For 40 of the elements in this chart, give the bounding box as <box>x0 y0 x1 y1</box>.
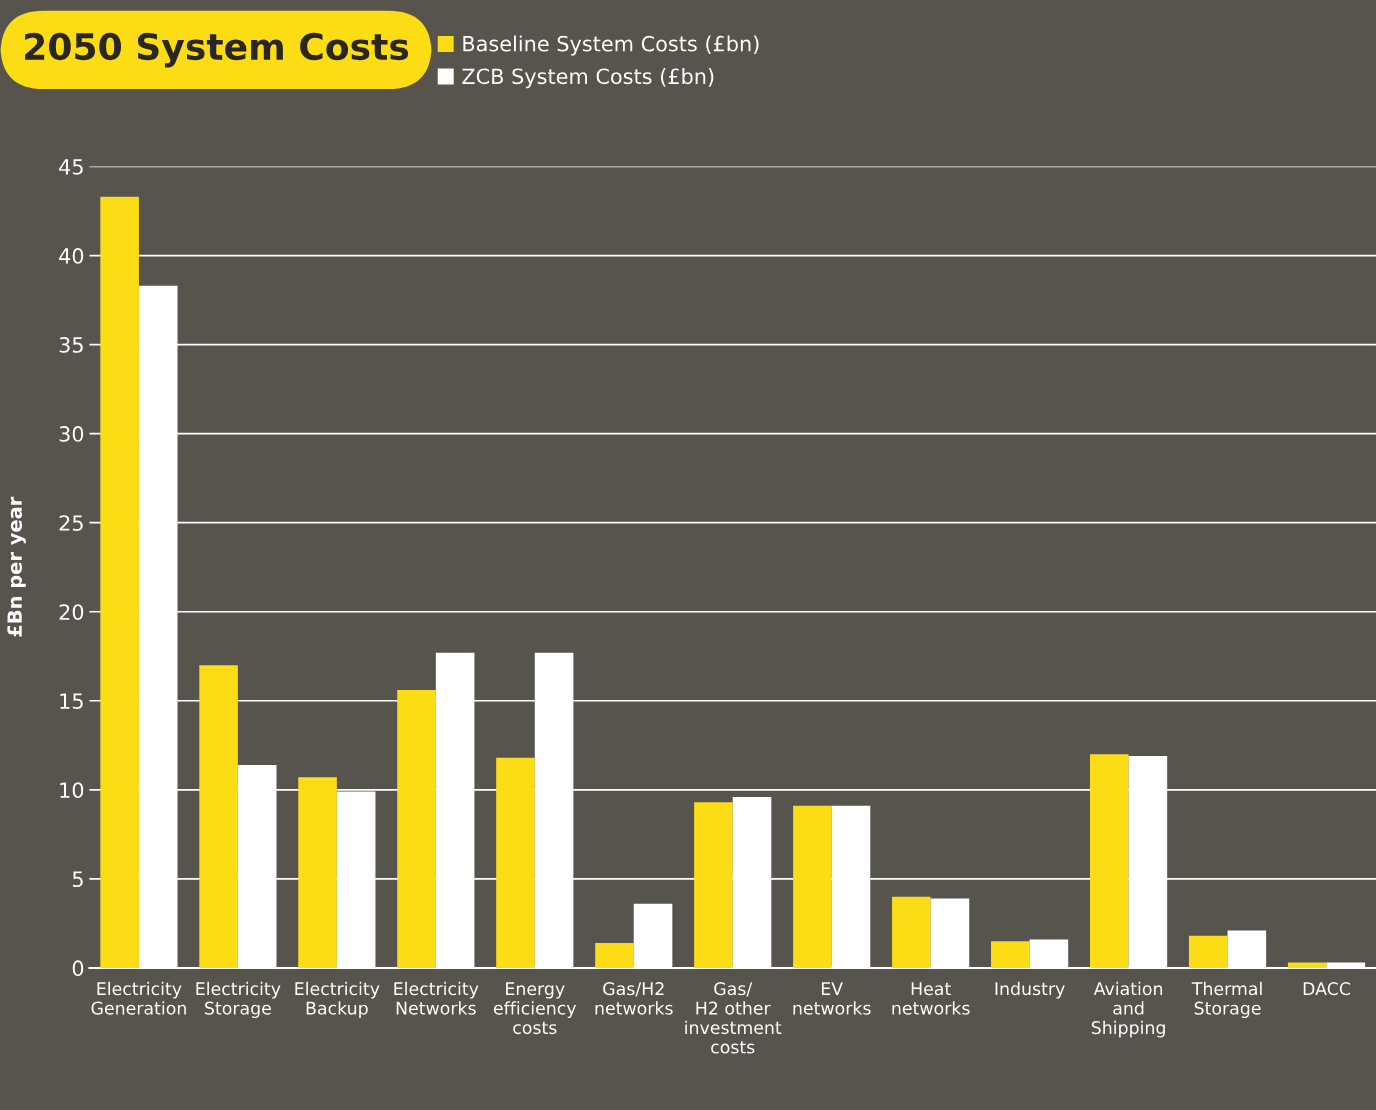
y-tick-label: 0 <box>72 960 84 977</box>
x-tick-label: Electricity Networks <box>394 981 479 1015</box>
bar <box>991 941 1030 968</box>
x-tick-label: Aviation and Shipping <box>1091 981 1165 1038</box>
y-tick-label: 45 <box>59 159 83 175</box>
legend-label: Baseline System Costs (£bn) <box>463 35 759 56</box>
x-tick-label: Energy efficiency costs <box>493 982 577 1035</box>
y-tick-label: 40 <box>59 248 84 264</box>
bar <box>694 802 733 968</box>
y-tick-label: 35 <box>59 337 83 353</box>
x-tick-label: Heat networks <box>892 982 970 1015</box>
bar <box>397 690 436 968</box>
y-tick-label: 15 <box>60 693 83 709</box>
x-tick-label: DACC <box>1303 982 1351 996</box>
x-tick-label: Gas/ H2 other investment costs <box>685 982 782 1054</box>
bar <box>892 896 931 968</box>
x-tick-label: Electricity Generation <box>91 981 186 1015</box>
bar <box>298 777 337 968</box>
bar <box>496 757 535 968</box>
bar <box>199 665 238 968</box>
bar <box>793 805 832 968</box>
x-tick-label: Industry <box>995 981 1065 999</box>
x-tick-label: Electricity Backup <box>295 981 380 1019</box>
y-tick-label: 10 <box>60 782 84 799</box>
bar <box>1089 754 1129 968</box>
legend-label: ZCB System Costs (£bn) <box>462 68 714 89</box>
x-tick-label: Thermal Storage <box>1191 981 1262 1019</box>
y-tick-label: 5 <box>72 871 83 888</box>
bar <box>1287 962 1327 968</box>
y-tick-label: 30 <box>59 426 84 442</box>
bar <box>595 942 634 968</box>
x-tick-label: EV networks <box>793 982 871 1015</box>
x-tick-label: Gas/H2 networks <box>595 982 673 1015</box>
bar <box>1188 935 1228 968</box>
y-axis-title: £Bn per year <box>7 496 26 637</box>
y-tick-label: 25 <box>59 515 83 531</box>
chart-title: 2050 System Costs <box>25 32 409 68</box>
x-tick-label: Electricity Storage <box>196 981 281 1019</box>
bar <box>100 196 139 968</box>
y-tick-label: 20 <box>59 604 84 620</box>
